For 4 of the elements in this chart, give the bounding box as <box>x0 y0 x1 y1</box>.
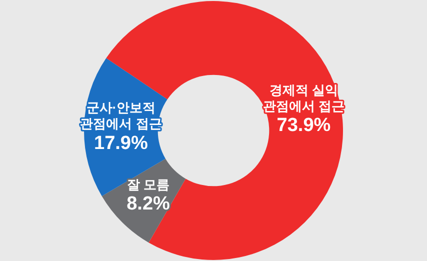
data-label: 8.2% <box>126 193 170 214</box>
data-label: 17.9% <box>94 132 148 154</box>
slice-label: 잘 모름 <box>126 176 170 192</box>
data-label: 73.9% <box>276 114 331 136</box>
